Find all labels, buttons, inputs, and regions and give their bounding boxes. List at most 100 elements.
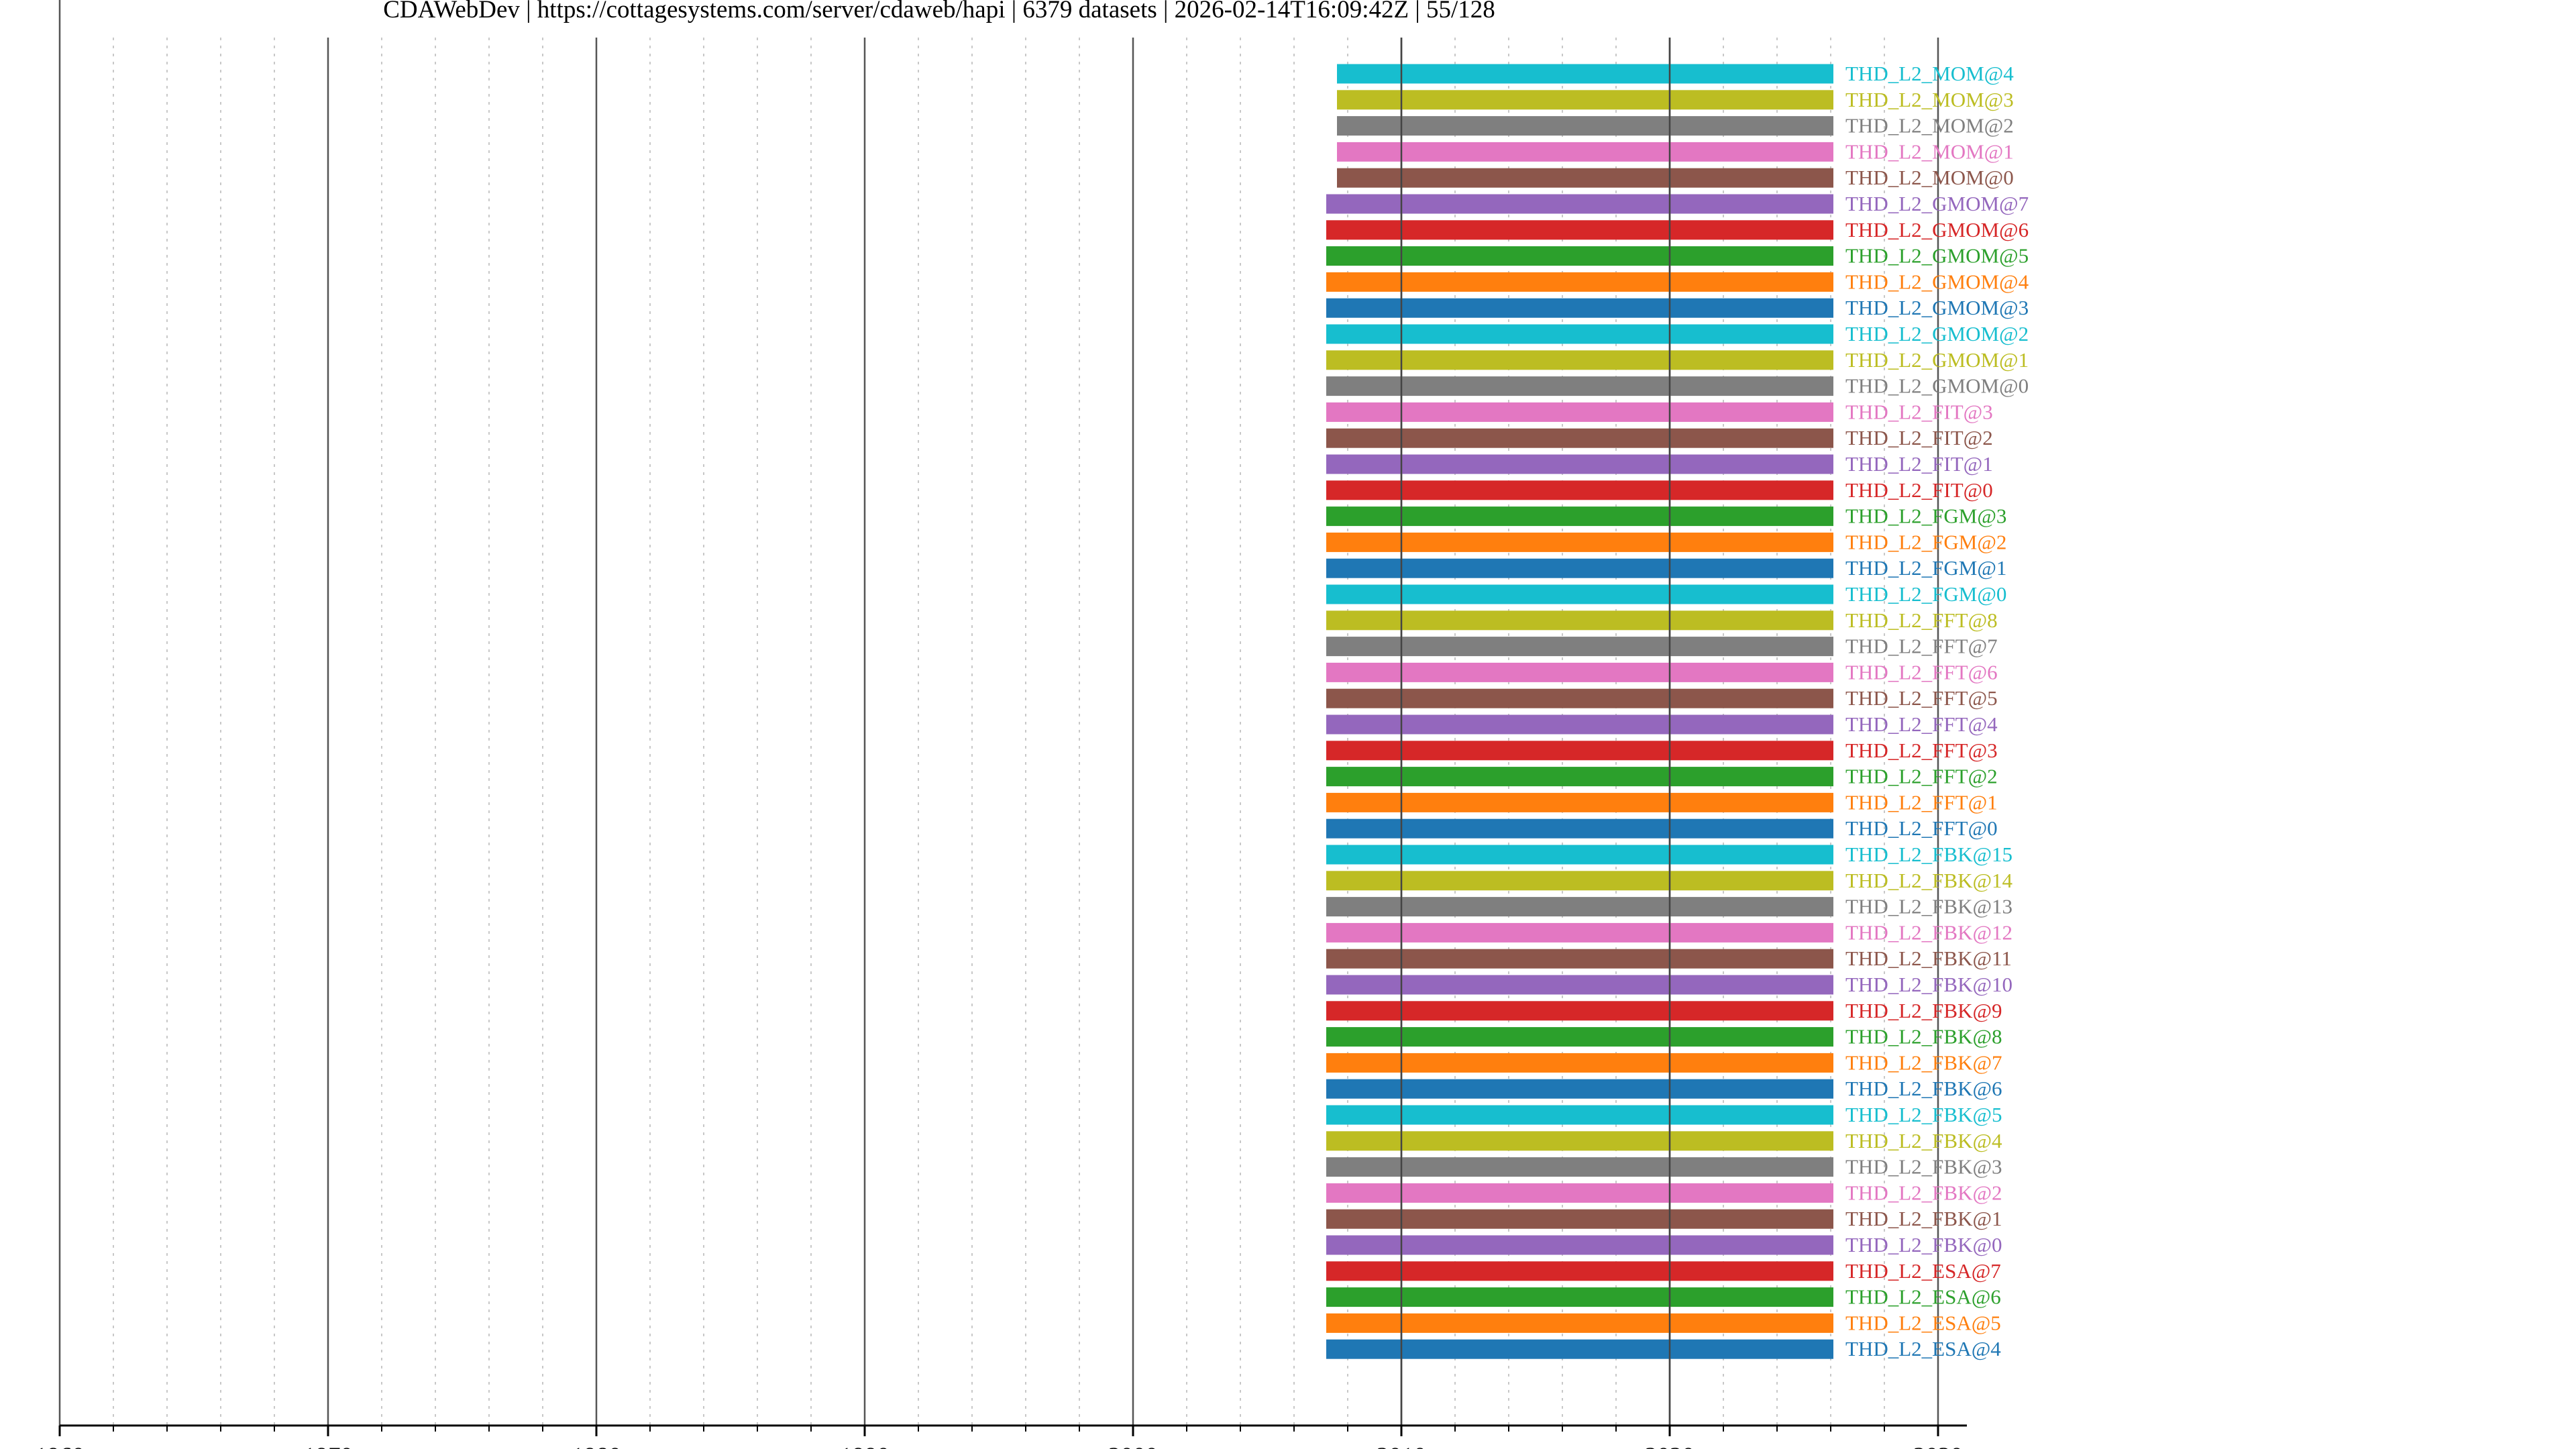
bar-label: THD_L2_FFT@6	[1845, 660, 1998, 684]
bar-label: THD_L2_FIT@3	[1845, 400, 1993, 423]
bar-label: THD_L2_ESA@7	[1845, 1259, 2001, 1283]
x-tick-label: 2020	[1645, 1443, 1695, 1449]
timeline-bar	[1326, 845, 1833, 865]
bar-label: THD_L2_FBK@14	[1845, 869, 2012, 892]
bar-label: THD_L2_GMOM@7	[1845, 192, 2029, 215]
bar-label: THD_L2_FIT@1	[1845, 452, 1993, 476]
timeline-bar	[1326, 428, 1833, 448]
bar-label: THD_L2_FFT@4	[1845, 712, 1998, 736]
bar-label: THD_L2_GMOM@3	[1845, 296, 2029, 319]
bar-label: THD_L2_FGM@3	[1845, 504, 2006, 528]
timeline-bar	[1337, 116, 1833, 136]
timeline-bar	[1326, 1287, 1833, 1307]
timeline-bar	[1326, 532, 1833, 552]
bar-label: THD_L2_FBK@7	[1845, 1051, 2002, 1074]
timeline-bar	[1326, 1131, 1833, 1151]
timeline-bar	[1326, 975, 1833, 995]
timeline-bar	[1326, 298, 1833, 318]
x-tick-label: 2000	[1108, 1443, 1158, 1449]
x-axis: 1960 1970 1980 1990 2000 2010 2020 2030	[35, 38, 1967, 1449]
timeline-bar	[1326, 402, 1833, 422]
bar-label: THD_L2_ESA@4	[1845, 1337, 2001, 1360]
bar-label: THD_L2_FBK@1	[1845, 1207, 2002, 1230]
chart-title: CDAWebDev | https://cottagesystems.com/s…	[383, 0, 1495, 23]
bars	[1326, 64, 1833, 1359]
timeline-bar	[1326, 376, 1833, 396]
timeline-bar	[1326, 792, 1833, 812]
timeline-bar	[1326, 767, 1833, 787]
bar-label: THD_L2_MOM@4	[1845, 62, 2014, 85]
bar-label: THD_L2_FFT@0	[1845, 816, 1998, 840]
x-tick-label: 1990	[840, 1443, 890, 1449]
timeline-bar	[1326, 506, 1833, 527]
timeline-bar	[1326, 714, 1833, 735]
bar-label: THD_L2_FBK@11	[1845, 947, 2012, 970]
x-tick-label: 2010	[1377, 1443, 1426, 1449]
bar-label: THD_L2_FFT@3	[1845, 739, 1998, 762]
timeline-bar	[1326, 1079, 1833, 1099]
timeline-bar	[1326, 1183, 1833, 1203]
timeline-bar	[1337, 64, 1833, 84]
bar-label: THD_L2_FBK@10	[1845, 973, 2012, 996]
bar-label: THD_L2_MOM@1	[1845, 140, 2014, 163]
bar-label: THD_L2_MOM@2	[1845, 114, 2014, 138]
x-tick-label: 1970	[303, 1443, 353, 1449]
timeline-bar	[1326, 1313, 1833, 1333]
timeline-bar	[1326, 897, 1833, 917]
timeline-bar	[1326, 324, 1833, 344]
bar-label: THD_L2_MOM@3	[1845, 88, 2014, 111]
timeline-bar	[1326, 480, 1833, 500]
bar-label: THD_L2_FBK@0	[1845, 1233, 2002, 1256]
timeline-bar	[1337, 142, 1833, 162]
grid	[58, 0, 1939, 1426]
bar-label: THD_L2_FBK@5	[1845, 1103, 2002, 1126]
timeline-bar	[1326, 584, 1833, 604]
timeline-bar	[1326, 662, 1833, 682]
bar-label: THD_L2_GMOM@0	[1845, 374, 2029, 398]
timeline-bar	[1326, 194, 1833, 214]
timeline-bar	[1326, 1053, 1833, 1073]
bar-label: THD_L2_GMOM@4	[1845, 270, 2029, 293]
bar-label: THD_L2_FGM@2	[1845, 530, 2006, 553]
timeline-bar	[1326, 1339, 1833, 1359]
bar-label: THD_L2_FBK@2	[1845, 1181, 2002, 1204]
timeline-bar	[1326, 922, 1833, 943]
bar-label: THD_L2_GMOM@2	[1845, 322, 2029, 345]
timeline-bar	[1326, 246, 1833, 266]
timeline-bar	[1326, 871, 1833, 891]
timeline-bar	[1326, 1105, 1833, 1125]
bar-labels: THD_L2_MOM@4THD_L2_MOM@3THD_L2_MOM@2THD_…	[1845, 62, 2029, 1360]
bar-label: THD_L2_FFT@1	[1845, 790, 1998, 814]
timeline-bar	[1326, 1261, 1833, 1281]
timeline-bar	[1326, 220, 1833, 240]
bar-label: THD_L2_MOM@0	[1845, 166, 2014, 189]
bar-label: THD_L2_FIT@2	[1845, 426, 1993, 449]
timeline-bar	[1337, 90, 1833, 110]
timeline-bar	[1326, 1157, 1833, 1177]
timeline-bar	[1326, 1209, 1833, 1229]
bar-label: THD_L2_FBK@4	[1845, 1129, 2002, 1152]
bar-label: THD_L2_FGM@1	[1845, 556, 2006, 580]
bar-label: THD_L2_FFT@8	[1845, 608, 1998, 632]
timeline-bar	[1326, 1027, 1833, 1047]
bar-label: THD_L2_ESA@6	[1845, 1285, 2001, 1309]
bar-label: THD_L2_FFT@2	[1845, 765, 1998, 788]
bar-label: THD_L2_FFT@5	[1845, 686, 1998, 710]
bar-label: THD_L2_FFT@7	[1845, 635, 1998, 658]
bar-label: THD_L2_FIT@0	[1845, 478, 1993, 502]
bar-label: THD_L2_GMOM@1	[1845, 348, 2029, 372]
timeline-bar	[1326, 1001, 1833, 1021]
x-tick-label: 1960	[35, 1443, 85, 1449]
bar-label: THD_L2_ESA@5	[1845, 1311, 2001, 1334]
x-tick-label: 1980	[572, 1443, 621, 1449]
timeline-bar	[1326, 949, 1833, 969]
timeline-bar	[1326, 741, 1833, 761]
timeline-bar	[1326, 454, 1833, 474]
timeline-bar	[1326, 637, 1833, 657]
bar-label: THD_L2_GMOM@6	[1845, 218, 2029, 241]
timeline-bar	[1326, 818, 1833, 839]
timeline-bar	[1337, 168, 1833, 188]
bar-label: THD_L2_FBK@9	[1845, 999, 2002, 1022]
timeline-bar	[1326, 610, 1833, 631]
